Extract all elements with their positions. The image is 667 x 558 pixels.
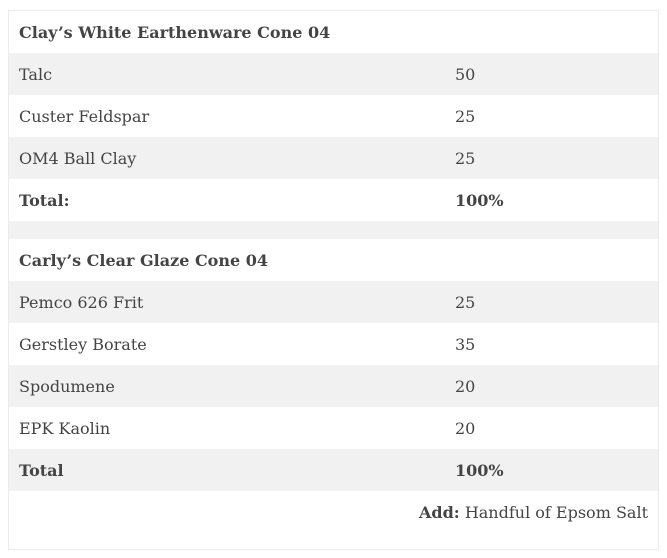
ingredient-name: OM4 Ball Clay bbox=[19, 148, 137, 168]
note-row: Add: Handful of Epsom Salt bbox=[9, 491, 658, 533]
table-row: Gerstley Borate 35 bbox=[9, 323, 658, 365]
ingredient-name: Spodumene bbox=[19, 376, 115, 396]
ingredient-amount: 25 bbox=[455, 106, 476, 126]
table-bottom-padding bbox=[9, 533, 658, 549]
total-label: Total: bbox=[19, 190, 70, 210]
table-row: Pemco 626 Frit 25 bbox=[9, 281, 658, 323]
ingredient-amount: 20 bbox=[455, 376, 476, 396]
total-label: Total bbox=[19, 460, 64, 480]
note-text: Handful of Epsom Salt bbox=[464, 502, 648, 522]
table-row: OM4 Ball Clay 25 bbox=[9, 137, 658, 179]
table-row: EPK Kaolin 20 bbox=[9, 407, 658, 449]
ingredient-amount: 20 bbox=[455, 418, 476, 438]
ingredient-name: Talc bbox=[19, 64, 53, 84]
table-row: Spodumene 20 bbox=[9, 365, 658, 407]
total-value: 100% bbox=[455, 190, 504, 210]
clay-title: Clay’s White Earthenware Cone 04 bbox=[19, 22, 331, 42]
clay-total-row: Total: 100% bbox=[9, 179, 658, 221]
ingredient-amount: 35 bbox=[455, 334, 476, 354]
table-row: Talc 50 bbox=[9, 53, 658, 95]
ingredient-name: Gerstley Borate bbox=[19, 334, 147, 354]
table-row: Custer Feldspar 25 bbox=[9, 95, 658, 137]
ingredient-name: EPK Kaolin bbox=[19, 418, 111, 438]
ingredient-amount: 25 bbox=[455, 292, 476, 312]
glaze-title: Carly’s Clear Glaze Cone 04 bbox=[19, 250, 268, 270]
clay-title-row: Clay’s White Earthenware Cone 04 bbox=[9, 11, 658, 53]
ingredient-amount: 50 bbox=[455, 64, 476, 84]
ingredient-name: Pemco 626 Frit bbox=[19, 292, 144, 312]
ingredient-name: Custer Feldspar bbox=[19, 106, 150, 126]
note-label: Add: bbox=[419, 502, 460, 522]
glaze-title-row: Carly’s Clear Glaze Cone 04 bbox=[9, 239, 658, 281]
glaze-total-row: Total 100% bbox=[9, 449, 658, 491]
ingredient-amount: 25 bbox=[455, 148, 476, 168]
total-value: 100% bbox=[455, 460, 504, 480]
recipe-table: Clay’s White Earthenware Cone 04 Talc 50… bbox=[8, 10, 659, 550]
section-divider bbox=[9, 221, 658, 239]
